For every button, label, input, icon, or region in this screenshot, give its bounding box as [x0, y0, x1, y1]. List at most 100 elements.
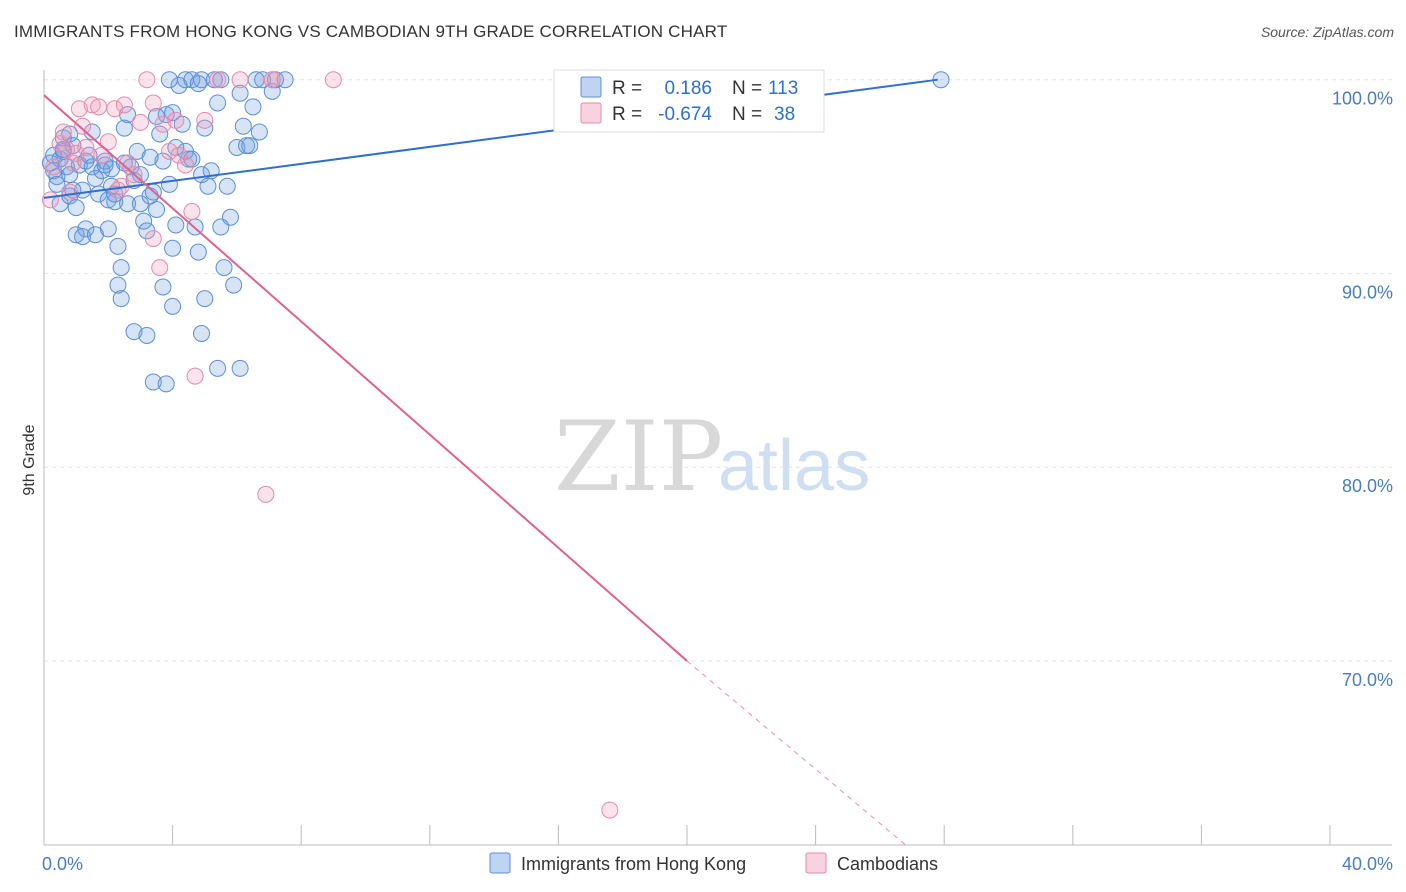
point-cambodians [263, 71, 281, 89]
point-cambodians [54, 123, 72, 141]
point-cambodians [70, 100, 88, 118]
point-hong-kong [109, 237, 127, 255]
point-hong-kong [225, 276, 243, 294]
legend-swatch-hong-kong [580, 76, 602, 98]
point-hong-kong [250, 123, 268, 141]
x-tick-label: 40.0% [1342, 854, 1393, 874]
y-tick-label: 90.0% [1342, 282, 1393, 302]
legend-n-label: N = [732, 78, 762, 99]
y-axis-label: 9th Grade [21, 424, 38, 495]
point-hong-kong [164, 297, 182, 315]
point-cambodians [601, 801, 619, 819]
point-cambodians [106, 100, 124, 118]
stats-legend: R = 0.186 N = 113 R = -0.674 N = 38 [553, 69, 825, 133]
point-hong-kong [154, 278, 172, 296]
point-cambodians [90, 98, 108, 116]
point-hong-kong [138, 326, 156, 344]
point-cambodians [115, 96, 133, 114]
point-cambodians [186, 367, 204, 385]
y-tick-label: 70.0% [1342, 670, 1393, 690]
point-hong-kong [244, 98, 262, 116]
point-hong-kong [74, 228, 92, 246]
point-hong-kong [167, 216, 185, 234]
point-cambodians [183, 202, 201, 220]
point-hong-kong [196, 290, 214, 308]
point-cambodians [99, 133, 117, 151]
point-cambodians [83, 96, 101, 114]
point-hong-kong [115, 119, 133, 137]
point-hong-kong [189, 75, 207, 93]
trend-line-cambodians-extrapolated [686, 660, 906, 846]
x-tick-label: 0.0% [42, 854, 83, 874]
point-hong-kong [67, 199, 85, 217]
point-cambodians [109, 181, 127, 199]
point-cambodians [154, 115, 172, 133]
point-hong-kong [193, 325, 211, 342]
legend-label-cambodians: Cambodians [837, 854, 938, 874]
point-hong-kong [199, 177, 217, 195]
legend-label-hong-kong: Immigrants from Hong Kong [521, 854, 746, 874]
legend-swatch-cambodians [580, 102, 602, 124]
axes [43, 70, 1392, 846]
point-cambodians [77, 139, 95, 156]
point-cambodians [170, 146, 188, 164]
y-tick-labels: 100.0% 90.0% 80.0% 70.0% [1332, 89, 1393, 690]
legend-n-label: N = [732, 104, 762, 125]
point-cambodians [64, 154, 82, 172]
point-cambodians [176, 156, 194, 174]
point-cambodians [151, 259, 169, 277]
point-hong-kong [215, 259, 233, 277]
y-tick-label: 80.0% [1342, 476, 1393, 496]
point-hong-kong [164, 239, 182, 257]
watermark-zip: ZIP [554, 401, 723, 513]
point-hong-kong [67, 226, 85, 244]
point-hong-kong [86, 226, 104, 244]
point-cambodians [196, 111, 214, 129]
point-hong-kong [125, 323, 143, 341]
legend-r-label: R = [612, 78, 642, 99]
chart-title: IMMIGRANTS FROM HONG KONG VS CAMBODIAN 9… [14, 22, 728, 41]
point-hong-kong [218, 177, 236, 195]
point-hong-kong [154, 152, 172, 170]
watermark: ZIP atlas [554, 401, 870, 513]
point-hong-kong [131, 166, 149, 184]
point-cambodians [231, 71, 249, 89]
point-hong-kong [209, 94, 227, 112]
point-cambodians [257, 485, 275, 503]
x-tick-labels: 0.0% 40.0% [42, 854, 1393, 874]
point-hong-kong [112, 290, 130, 308]
point-cambodians [167, 111, 185, 129]
point-cambodians [131, 113, 149, 131]
point-hong-kong [96, 156, 114, 174]
point-cambodians [41, 191, 59, 209]
legend-r-value: 0.186 [664, 78, 712, 99]
point-hong-kong [141, 148, 159, 166]
point-cambodians [58, 140, 76, 158]
point-hong-kong [48, 175, 66, 193]
legend-n-value: 113 [768, 78, 798, 99]
point-cambodians [67, 144, 85, 162]
point-hong-kong [221, 208, 239, 226]
legend-swatch-hong-kong [489, 852, 511, 874]
point-hong-kong [160, 175, 178, 193]
legend-n-value: 38 [774, 104, 795, 125]
point-hong-kong [238, 137, 256, 155]
legend-r-value: -0.674 [658, 104, 712, 125]
point-hong-kong [151, 125, 169, 143]
point-cambodians [74, 117, 92, 135]
point-hong-kong [276, 71, 294, 89]
point-hong-kong [183, 150, 201, 168]
legend-r-label: R = [612, 104, 642, 125]
y-tick-label: 100.0% [1332, 89, 1393, 109]
point-hong-kong [231, 84, 249, 102]
point-hong-kong [254, 71, 272, 89]
point-hong-kong [119, 195, 137, 213]
point-hong-kong [231, 359, 249, 377]
source-label: Source: ZipAtlas.com [1260, 24, 1394, 40]
point-cambodians [324, 71, 342, 89]
point-hong-kong [109, 276, 127, 294]
watermark-atlas: atlas [718, 426, 870, 506]
point-hong-kong [83, 123, 101, 141]
point-hong-kong [209, 359, 227, 377]
